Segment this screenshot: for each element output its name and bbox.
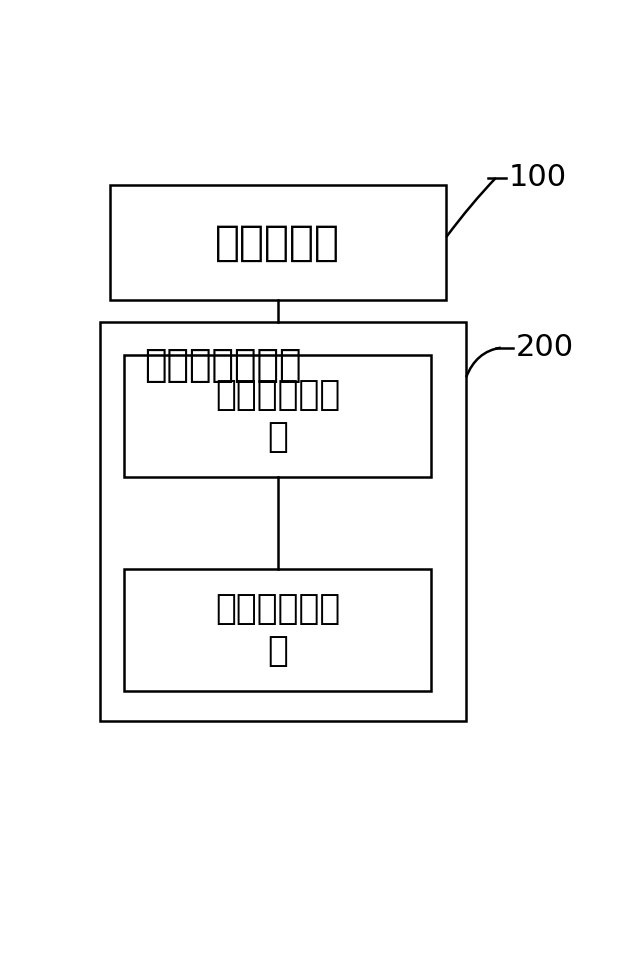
Text: 100: 100 <box>508 163 566 193</box>
Bar <box>100 322 466 720</box>
Text: 热电阻端子模
块: 热电阻端子模 块 <box>215 378 341 454</box>
Bar <box>125 355 431 477</box>
Text: 集散型控制系统: 集散型控制系统 <box>144 348 301 384</box>
Text: 临时热电阻: 临时热电阻 <box>215 222 341 264</box>
Text: 热电阻输入模
块: 热电阻输入模 块 <box>215 592 341 668</box>
Text: 200: 200 <box>516 333 574 363</box>
Bar <box>125 570 431 691</box>
Bar <box>110 185 446 299</box>
